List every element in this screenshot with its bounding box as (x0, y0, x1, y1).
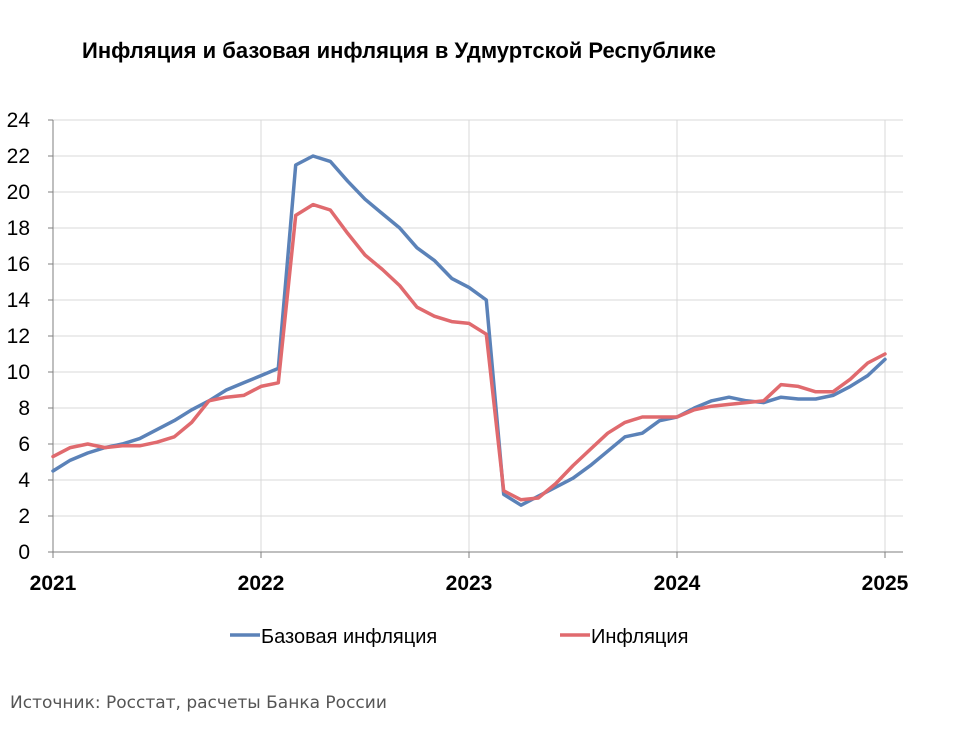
y-tick-label: 8 (18, 397, 30, 420)
x-tick-label: 2023 (446, 572, 493, 595)
y-tick-label: 6 (18, 433, 30, 456)
legend: Базовая инфляция Инфляция (230, 626, 688, 648)
y-tick-label: 4 (18, 469, 30, 492)
y-tick-label: 20 (7, 181, 30, 204)
y-tick-label: 16 (7, 253, 30, 276)
x-tick-label: 2024 (654, 572, 701, 595)
y-tick-label: 0 (18, 541, 30, 564)
y-tick-label: 18 (7, 217, 30, 240)
source-note: Источник: Росстат, расчеты Банка России (10, 693, 387, 713)
x-tick-label: 2022 (238, 572, 285, 595)
x-tick-label: 2025 (862, 572, 909, 595)
series-line-core-inflation (51, 154, 887, 507)
y-tick-label: 12 (7, 325, 30, 348)
series-lines (51, 154, 887, 507)
y-tick-label: 14 (7, 289, 31, 312)
axes (48, 119, 903, 558)
series-line-inflation (51, 202, 887, 502)
x-tick-label: 2021 (30, 572, 77, 595)
legend-label: Базовая инфляция (261, 626, 437, 648)
chart-title: Инфляция и базовая инфляция в Удмуртской… (82, 38, 717, 63)
gridlines (53, 119, 903, 552)
y-tick-label: 24 (7, 109, 31, 132)
y-tick-label: 2 (18, 505, 30, 528)
y-tick-label: 10 (7, 361, 30, 384)
y-tick-label: 22 (7, 145, 30, 168)
legend-label: Инфляция (591, 626, 688, 648)
x-tick-labels: 2021 2022 2023 2024 2025 (30, 572, 909, 595)
